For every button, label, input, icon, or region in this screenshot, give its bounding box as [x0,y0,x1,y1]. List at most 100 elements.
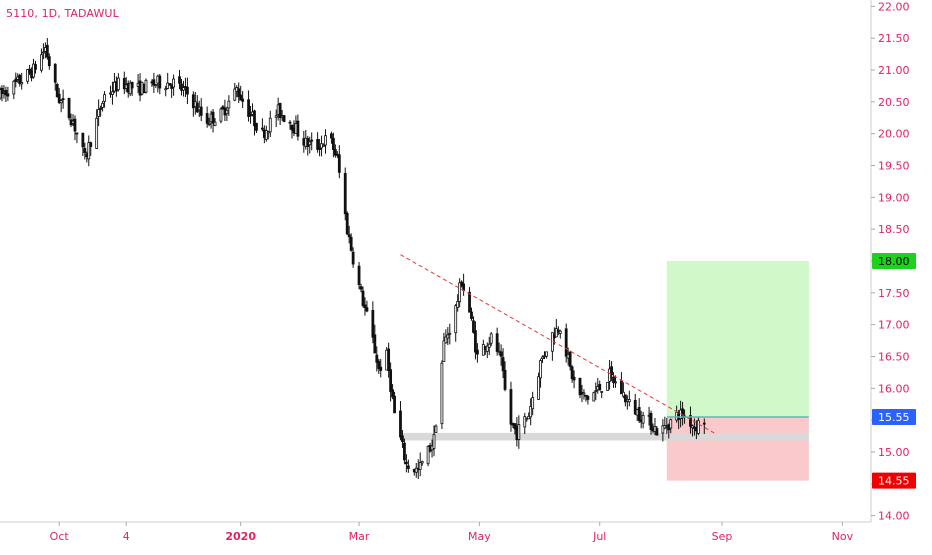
candle-body [509,389,513,425]
candle-body [610,366,613,376]
candle-body [227,100,231,109]
candle-body [357,265,361,285]
candle-body [178,76,181,84]
candle-body [40,54,43,71]
candle-body [387,348,391,372]
price-tick-label: 14.00 [878,510,910,523]
time-tick-label: Nov [832,530,854,543]
candle-body [404,461,408,465]
target-zone [666,261,809,417]
candle-body [487,343,491,348]
target-price-badge-bg [872,253,916,269]
candle-body [239,94,243,101]
candle-body [393,395,396,414]
candle-body [290,124,294,131]
candle-body [365,307,369,312]
candle-body [468,291,471,313]
candle-body [592,392,596,402]
candle-body [83,148,87,153]
candle-body [337,154,341,173]
candle-body [612,376,615,384]
candle-body [207,123,211,126]
candle-body [440,362,444,425]
candle-body [523,416,527,428]
support-band [400,432,809,441]
stop-price-badge-label: 14.55 [878,475,910,488]
candle-body [26,69,30,82]
candle-body [586,396,590,400]
candle-body [606,381,610,391]
candle-body [537,376,540,400]
candle-body [377,360,381,369]
candle-body [59,100,63,104]
candle-body [116,77,120,91]
price-tick-label: 16.00 [878,382,910,395]
candle-body [34,64,37,70]
candle-body [253,110,256,127]
candle-body [614,381,617,384]
candle-body [14,78,18,82]
candle-body [655,428,659,436]
candle-body [649,412,653,431]
candle-body [373,334,377,354]
candle-body [128,82,132,95]
candle-body [375,354,379,363]
candle-body [225,109,229,115]
candle-body [702,422,706,425]
candle-body [485,345,489,352]
candle-body [152,79,156,86]
price-tick-label: 21.00 [878,64,910,77]
candle-body [6,93,10,97]
candle-body [499,351,503,357]
candle-body [584,394,588,397]
candle-body [620,380,623,395]
candle-body [476,349,479,355]
candle-body [101,102,104,108]
price-tick-label: 22.00 [878,0,910,13]
candle-body [691,425,694,429]
candle-body [456,300,460,308]
candle-body [489,333,493,344]
candle-body [97,109,101,117]
candle-body [278,102,282,118]
candle-body [219,108,223,122]
candle-body [696,420,700,434]
candle-body [89,142,93,147]
candle-body [42,51,45,54]
candle-body [237,88,241,98]
candle-body [564,328,568,357]
candle-body [213,121,217,127]
time-tick-label: 2020 [225,530,256,543]
candle-body [661,425,665,434]
symbol-title: 5110, 1D, TADAWUL [6,7,119,20]
candle-body [420,460,424,464]
candle-body [529,406,533,418]
candle-body [434,425,438,433]
candle-body [351,251,355,265]
candle-body [99,107,103,110]
candle-body [255,123,258,131]
candle-body [47,56,51,67]
candle-body [541,356,544,359]
candle-body [495,333,499,352]
candle-body [260,127,264,130]
candle-body [570,366,574,380]
candle-body [4,90,8,96]
candle-body [558,330,562,334]
candle-body [503,369,507,390]
candle-body [264,130,268,140]
stop-zone [666,416,809,481]
candle-body [371,310,375,338]
candle-body [401,435,404,442]
candle-body [158,75,162,89]
candle-body [211,111,215,124]
candle-body [191,94,195,109]
candle-body [623,394,627,403]
time-tick-label: Mar [349,530,370,543]
candle-body [75,132,79,135]
candle-body [389,369,393,392]
candle-body [681,408,684,419]
candle-body [458,282,462,302]
